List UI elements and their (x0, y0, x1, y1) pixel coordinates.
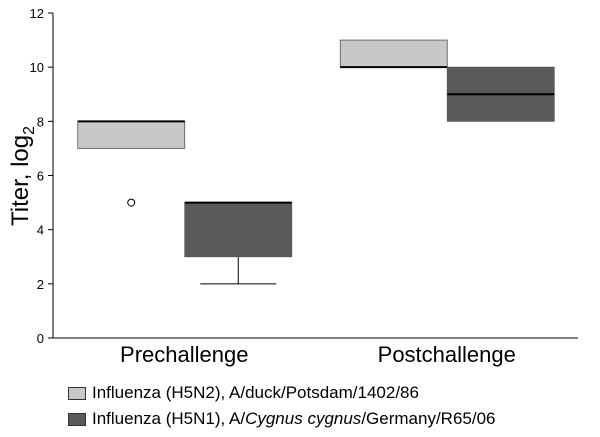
legend: Influenza (H5N2), A/duck/Potsdam/1402/86… (68, 380, 496, 432)
legend-item-h5n2: Influenza (H5N2), A/duck/Potsdam/1402/86 (68, 380, 496, 406)
box-rect (77, 120, 186, 149)
legend-swatch-h5n2 (68, 386, 86, 400)
y-tick-label: 2 (37, 277, 44, 292)
box-layer (77, 39, 555, 285)
y-axis-label-main: Titer, log (7, 135, 34, 226)
x-category-label: Prechallenge (120, 342, 248, 367)
legend-label-h5n2: Influenza (H5N2), A/duck/Potsdam/1402/86 (92, 383, 419, 402)
y-tick-label: 10 (30, 60, 44, 75)
y-tick-label: 0 (37, 331, 44, 346)
y-tick-label: 4 (37, 223, 44, 238)
legend-item-h5n1: Influenza (H5N1), A/Cygnus cygnus/German… (68, 406, 496, 432)
x-category-label: Postchallenge (378, 342, 516, 367)
legend-label-h5n1-part1: Influenza (H5N1), A/ (92, 409, 246, 428)
legend-label-h5n1-italic: Cygnus cygnus (245, 409, 362, 428)
box-rect (184, 202, 293, 258)
y-axis-label-subscript: 2 (21, 126, 38, 135)
box-rect (339, 39, 448, 68)
y-tick-label: 12 (30, 6, 44, 21)
outlier-point (127, 198, 136, 207)
axis-layer: 0 2 4 6 8 10 12 Prechallenge Postchallenge (30, 6, 578, 367)
legend-swatch-h5n1 (68, 412, 86, 426)
y-axis-label: Titer, log2 (7, 126, 38, 226)
legend-label-h5n1: Influenza (H5N1), A/Cygnus cygnus/German… (92, 409, 496, 429)
y-tick-label: 8 (37, 114, 44, 129)
y-tick-label: 6 (37, 169, 44, 184)
legend-label-h5n1-part3: /Germany/R65/06 (361, 409, 496, 428)
